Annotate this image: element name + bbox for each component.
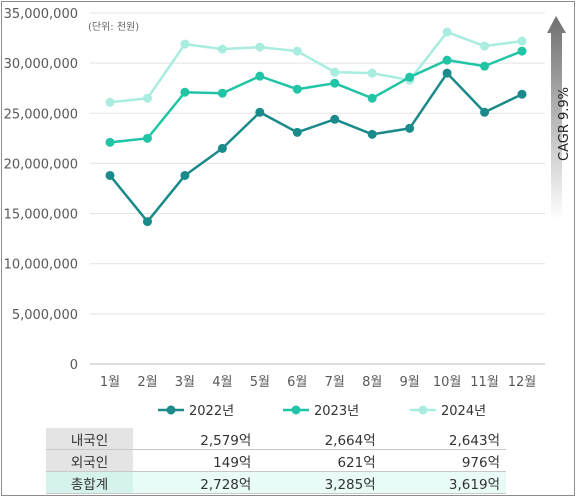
x-tick-label: 7월 bbox=[325, 375, 345, 390]
data-point bbox=[330, 114, 340, 124]
data-point bbox=[105, 137, 115, 147]
legend-label: 2024년 bbox=[441, 404, 486, 419]
data-point bbox=[367, 129, 377, 139]
data-point bbox=[480, 41, 490, 51]
x-tick-label: 4월 bbox=[212, 375, 232, 390]
x-tick-label: 1월 bbox=[100, 375, 120, 390]
y-tick-label: 20,000,000 bbox=[4, 157, 78, 172]
series-line bbox=[109, 49, 523, 144]
data-point bbox=[480, 61, 490, 71]
x-tick-label: 2월 bbox=[137, 375, 157, 390]
data-point bbox=[442, 68, 452, 78]
data-point bbox=[405, 123, 415, 133]
data-point bbox=[217, 88, 227, 98]
data-point bbox=[330, 67, 340, 77]
data-point bbox=[367, 93, 377, 103]
legend-label: 2022년 bbox=[189, 404, 234, 419]
table-cell: 2,579억 bbox=[133, 428, 258, 450]
legend-label: 2023년 bbox=[314, 404, 359, 419]
cagr-label: CAGR 9.9% bbox=[557, 87, 572, 161]
data-point bbox=[255, 71, 265, 81]
x-tick-label: 12월 bbox=[508, 375, 537, 390]
row-label: 외국인 bbox=[46, 449, 133, 472]
data-point bbox=[292, 127, 302, 137]
y-tick-label: 30,000,000 bbox=[4, 57, 78, 72]
x-tick-label: 8월 bbox=[362, 375, 382, 390]
data-point bbox=[517, 36, 527, 46]
y-tick-label: 10,000,000 bbox=[4, 258, 78, 273]
data-point bbox=[217, 143, 227, 153]
data-point bbox=[142, 217, 152, 227]
data-point bbox=[292, 46, 302, 56]
series-line bbox=[109, 30, 523, 104]
data-point bbox=[180, 87, 190, 97]
table-cell: 149억 bbox=[133, 449, 258, 472]
data-point bbox=[180, 170, 190, 180]
unit-note: (단위: 천원) bbox=[88, 20, 139, 33]
x-tick-label: 5월 bbox=[250, 375, 270, 390]
x-tick-label: 9월 bbox=[400, 375, 420, 390]
row-label: 총합계 bbox=[46, 471, 133, 494]
table-row: 내국인 2,579억 2,664억 2,643억 bbox=[46, 428, 506, 450]
data-point bbox=[367, 68, 377, 78]
table-cell: 2,643억 bbox=[381, 428, 506, 450]
x-tick-label: 6월 bbox=[287, 375, 307, 390]
data-point bbox=[405, 72, 415, 82]
y-tick-label: 0 bbox=[70, 358, 78, 373]
data-point bbox=[480, 107, 490, 117]
summary-table: 내국인 2,579억 2,664억 2,643억 외국인 149억 621억 9… bbox=[46, 428, 506, 494]
data-point bbox=[217, 44, 227, 54]
data-point bbox=[142, 133, 152, 143]
table-row-total: 총합계 2,728억 3,285억 3,619억 bbox=[46, 471, 506, 494]
table-cell: 3,285억 bbox=[257, 471, 382, 494]
cagr-arrow: CAGR 9.9% bbox=[547, 16, 572, 220]
data-point bbox=[105, 97, 115, 107]
series-line bbox=[109, 71, 523, 223]
y-tick-label: 15,000,000 bbox=[4, 208, 78, 223]
legend-swatch-marker bbox=[418, 405, 428, 415]
data-point bbox=[180, 39, 190, 49]
data-point bbox=[442, 27, 452, 37]
x-tick-label: 3월 bbox=[175, 375, 195, 390]
data-point bbox=[330, 78, 340, 88]
y-tick-label: 35,000,000 bbox=[4, 7, 78, 22]
legend-swatch-marker bbox=[166, 405, 176, 415]
x-tick-label: 11월 bbox=[470, 375, 499, 390]
table-cell: 621억 bbox=[257, 449, 382, 472]
data-point bbox=[292, 84, 302, 94]
table-row: 외국인 149억 621억 976억 bbox=[46, 449, 506, 472]
row-label: 내국인 bbox=[46, 428, 133, 450]
y-tick-label: 25,000,000 bbox=[4, 107, 78, 122]
data-point bbox=[517, 89, 527, 99]
data-point bbox=[517, 46, 527, 56]
x-tick-label: 10월 bbox=[433, 375, 462, 390]
legend-swatch-marker bbox=[291, 405, 301, 415]
data-point bbox=[255, 42, 265, 52]
table-cell: 976억 bbox=[381, 449, 506, 472]
y-tick-label: 5,000,000 bbox=[12, 308, 78, 323]
data-point bbox=[255, 107, 265, 117]
table-cell: 3,619억 bbox=[381, 471, 506, 494]
data-point bbox=[442, 55, 452, 65]
table-cell: 2,664억 bbox=[257, 428, 382, 450]
data-point bbox=[105, 170, 115, 180]
table-cell: 2,728억 bbox=[133, 471, 258, 494]
data-point bbox=[142, 93, 152, 103]
